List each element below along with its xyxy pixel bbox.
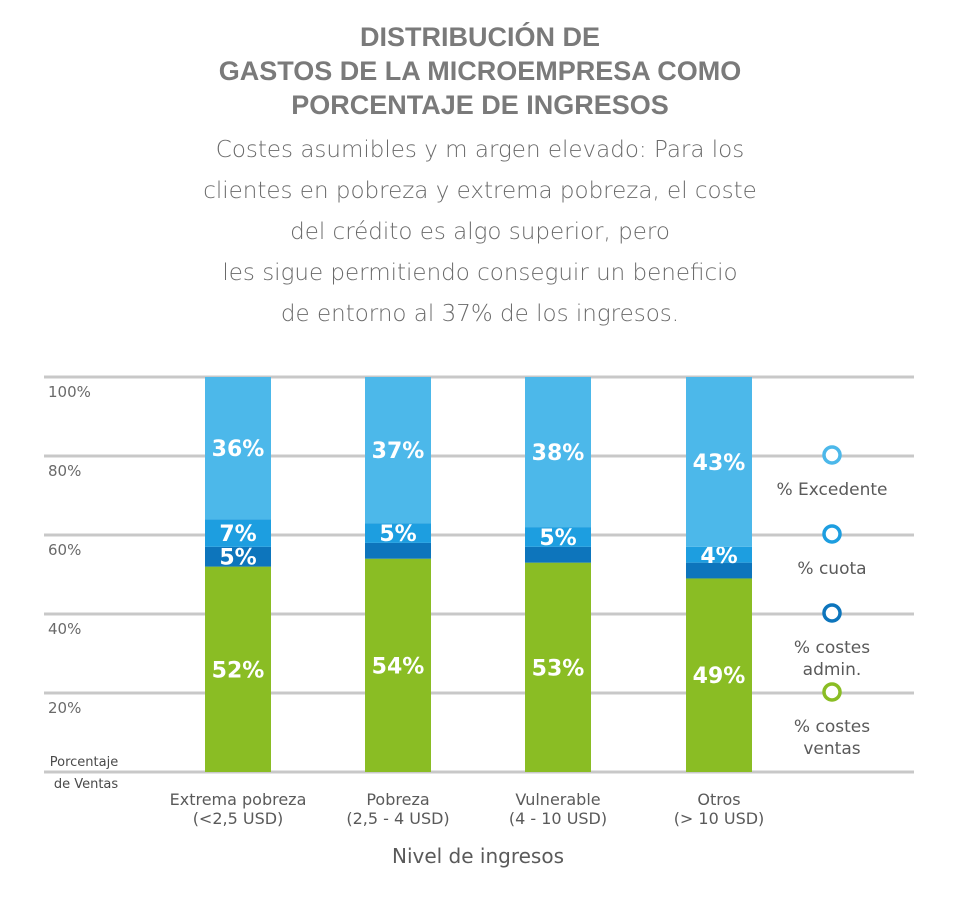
category-label: Otros [697,790,740,809]
category-label: (2,5 - 4 USD) [346,809,449,828]
gridlines [44,375,914,774]
category-label: (> 10 USD) [674,809,765,828]
legend-label: % cuota [797,559,866,579]
data-label: 5% [539,526,576,551]
data-label: 37% [372,439,425,464]
bar-segment [525,527,591,547]
bars: 52%5%7%36%Extrema pobreza(<2,5 USD)54%5%… [170,377,765,828]
subtitle-line: Costes asumibles y m argen elevado: Para… [215,137,745,163]
bar-segment [686,377,752,547]
legend-label: ventas [803,739,860,759]
bar-segment [686,562,752,579]
bar-segment [525,562,591,772]
data-label: 49% [693,664,746,689]
chart-title-line: DISTRIBUCIÓN DE [359,22,600,52]
data-label: 52% [212,658,265,683]
category-label: Pobreza [366,790,429,809]
bar-segment [205,566,271,772]
legend-marker [822,445,842,465]
axis-labels: Porcentaje de Ventas Nivel de ingresos [50,755,564,868]
legend-marker [822,682,842,702]
bar-segment [525,377,591,528]
y-axis-label-line: Porcentaje [50,755,118,770]
subtitle-line: del crédito es algo superior, pero [290,219,670,245]
y-axis-ticks: 100% 80% 60% 40% 20% [48,383,91,717]
legend-label: % Excedente [776,480,887,500]
category-label: Vulnerable [515,790,600,809]
chart-title-line: GASTOS DE LA MICROEMPRESA COMO [218,56,742,86]
x-axis-label: Nivel de ingresos [392,844,564,868]
y-tick-label: 100% [48,383,91,401]
data-label: 38% [532,441,585,466]
y-tick-label: 60% [48,541,81,559]
chart-title: DISTRIBUCIÓN DE GASTOS DE LA MICROEMPRES… [0,20,960,122]
subtitle-line: les sigue permitiendo conseguir un benef… [222,260,738,286]
category-label: Extrema pobreza [170,790,307,809]
subtitle-line: clientes en pobreza y extrema pobreza, e… [203,178,757,204]
data-label: 4% [700,544,737,569]
data-label: 5% [219,546,256,571]
legend-marker [822,524,842,544]
y-tick-label: 80% [48,462,81,480]
bar-segment [365,523,431,543]
data-label: 5% [379,522,416,547]
bar-segment [365,558,431,772]
bar-segment [365,377,431,524]
bar-segment [525,546,591,563]
bar-segment [365,542,431,559]
category-label: (4 - 10 USD) [509,809,607,828]
y-axis-label-line: de Ventas [54,777,119,792]
bar-segment [686,546,752,563]
category-label: (<2,5 USD) [193,809,284,828]
legend-marker [822,603,842,623]
data-label: 36% [212,437,265,462]
chart-title-line: PORCENTAJE DE INGRESOS [291,90,669,120]
bar-segment [205,519,271,547]
subtitle-line: de entorno al 37% de los ingresos. [280,301,680,327]
y-tick-label: 20% [48,699,81,717]
data-label: 53% [532,656,585,681]
y-tick-label: 40% [48,620,81,638]
data-label: 7% [219,522,256,547]
legend-label: % costes [794,717,870,737]
bar-segment [205,377,271,520]
bar-segment [205,546,271,567]
data-label: 43% [693,451,746,476]
data-label: 54% [372,654,425,679]
legend-label: admin. [803,660,862,680]
chart-subtitle: Costes asumibles y m argen elevado: Para… [0,130,960,335]
bar-segment [686,578,752,772]
legend-label: % costes [794,638,870,658]
